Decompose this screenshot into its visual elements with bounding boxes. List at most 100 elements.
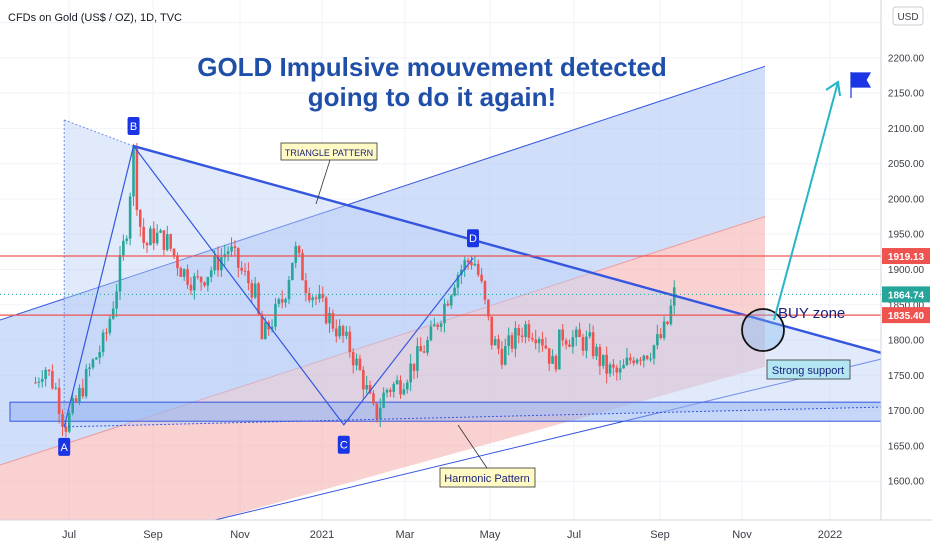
candle-body: [591, 332, 595, 357]
candle-body: [334, 328, 338, 337]
candle-body: [561, 329, 565, 341]
candle-body: [287, 279, 291, 300]
chart-title-line1: GOLD Impulsive mouvement detected: [197, 52, 667, 82]
candle-body: [54, 387, 58, 389]
candle-body: [64, 426, 68, 432]
candle-body: [378, 407, 382, 419]
candle-body: [568, 344, 571, 347]
candle-body: [135, 146, 139, 211]
candle-body: [432, 324, 436, 327]
candle-body: [399, 380, 402, 395]
x-tick-label: Sep: [143, 529, 163, 541]
candle-body: [632, 360, 635, 364]
flag-icon: [850, 72, 872, 98]
candle-body: [345, 331, 348, 336]
candle-body: [101, 332, 105, 353]
channel-mid-line: [0, 216, 766, 466]
price-tag: [882, 248, 930, 265]
candle-body: [615, 367, 619, 373]
candle-body: [152, 228, 156, 244]
candle-body: [260, 313, 264, 340]
candle-body: [280, 299, 284, 303]
candle-body: [142, 226, 145, 243]
candle-body: [51, 371, 54, 389]
triangle-base-line: [64, 406, 882, 428]
candle-body: [297, 246, 301, 254]
point-marker-D: [467, 229, 479, 248]
candle-body: [429, 326, 433, 341]
price-tag-label: 1864.74: [888, 290, 925, 301]
candle-body: [578, 329, 581, 338]
candle-body: [108, 318, 112, 333]
candle-body: [362, 369, 365, 390]
y-tick-label: 2050.00: [888, 159, 925, 170]
price-tag: [882, 307, 930, 324]
candle-body: [318, 294, 321, 299]
candle-body: [182, 269, 186, 277]
candle-body: [571, 337, 575, 347]
triangle-callout-label: TRIANGLE PATTERN: [285, 148, 373, 158]
candle-body: [166, 234, 169, 250]
candle-body: [128, 196, 132, 239]
point-label-A: A: [61, 442, 69, 454]
candle-body: [196, 276, 200, 278]
harmonic-callout-label: Harmonic Pattern: [444, 473, 530, 485]
candle-body: [301, 253, 304, 281]
harmonic-callout-pointer: [457, 424, 488, 469]
candle-body: [277, 299, 281, 304]
candle-body: [216, 255, 220, 271]
target-arrow-line: [773, 81, 839, 321]
candle-body: [243, 270, 247, 272]
candle-body: [115, 291, 118, 309]
candle-body: [635, 359, 639, 364]
harmonic-callout-box: [439, 467, 536, 488]
candle-body: [375, 403, 379, 419]
candle-body: [487, 299, 490, 317]
candle-body: [524, 324, 527, 338]
candle-body: [416, 346, 419, 371]
triangle-pattern-area: [64, 119, 881, 427]
ascending-channel-upper: [0, 66, 765, 465]
candle-body: [483, 281, 487, 300]
candle-body: [74, 398, 78, 402]
candle-body: [149, 228, 152, 246]
chart-title-line2: going to do it again!: [308, 82, 556, 112]
annotation-layer: A B C D TRIANGLE PATTERN Harmonic Pattern Stro…: [0, 72, 882, 488]
candle-body: [385, 389, 389, 393]
candle-body: [558, 329, 561, 370]
candle-body: [466, 260, 470, 263]
candle-body: [206, 276, 210, 286]
candle-body: [443, 303, 446, 324]
channel-bottom-line: [214, 358, 882, 521]
candle-body: [510, 335, 514, 349]
x-tick-label: Sep: [650, 529, 670, 541]
candle-body: [652, 345, 656, 359]
candle-body: [47, 369, 51, 372]
triangle-callout-pointer: [315, 159, 331, 205]
candle-body: [426, 340, 429, 353]
candle-body: [294, 246, 298, 263]
candle-body: [169, 234, 172, 249]
candle-body: [395, 380, 399, 385]
y-tick-label: 1700.00: [888, 406, 925, 417]
candle-body: [71, 398, 74, 413]
candle-body: [257, 283, 260, 314]
candle-body: [497, 339, 500, 349]
point-marker-B: [127, 117, 140, 136]
candle-body: [517, 328, 521, 336]
candle-body: [348, 331, 352, 353]
currency-label: USD: [897, 12, 918, 23]
candle-body: [405, 382, 409, 390]
candle-body: [659, 334, 663, 338]
candle-body: [220, 257, 223, 271]
candle-body: [57, 387, 61, 414]
candle-body: [179, 268, 183, 277]
candle-body: [291, 262, 294, 280]
candle-body: [78, 387, 81, 402]
y-tick-label: 1800.00: [888, 336, 925, 347]
candle-body: [331, 312, 335, 329]
candle-body: [436, 324, 439, 327]
candle-body: [138, 210, 142, 227]
currency-button[interactable]: USD: [892, 6, 924, 26]
